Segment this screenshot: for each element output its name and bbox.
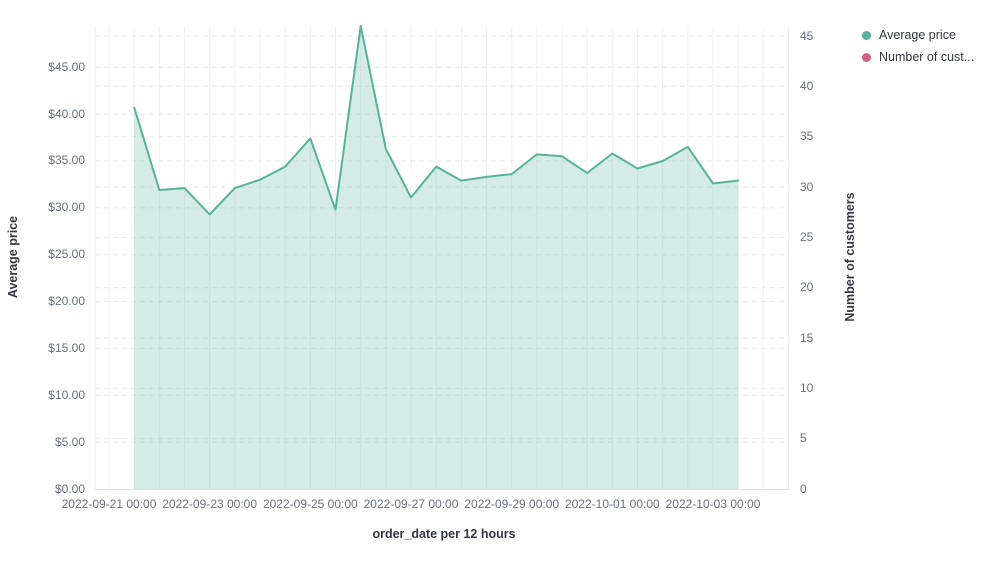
- legend-item-average-price[interactable]: Average price: [862, 24, 974, 46]
- y-axis-right-tick-label: 25: [800, 229, 814, 244]
- y-axis-right-tick-label: 35: [800, 129, 814, 144]
- y-axis-left-tick-label: $30.00: [48, 200, 85, 215]
- y-axis-left-tick-label: $35.00: [48, 153, 85, 168]
- y-axis-left-tick-label: $5.00: [54, 434, 85, 449]
- legend: Average price Number of cust...: [862, 24, 974, 68]
- y-axis-right-tick-label: 20: [800, 280, 814, 295]
- x-axis-tick-label: 2022-10-03 00:00: [665, 497, 761, 511]
- y-axis-right-tick-label: 0: [800, 481, 807, 496]
- y-axis-left-tick-label: $40.00: [48, 106, 85, 121]
- series-line[interactable]: [133, 25, 740, 216]
- legend-swatch-circle-icon: [862, 30, 871, 40]
- y-axis-right-tick-label: 5: [800, 431, 807, 446]
- y-axis-right-tick-label: 30: [800, 179, 814, 194]
- x-axis-tick-label: 2022-09-25 00:00: [262, 497, 358, 511]
- x-axis-tick-label: 2022-09-23 00:00: [162, 497, 258, 511]
- y-axis-left-tick-label: $10.00: [48, 387, 85, 402]
- legend-label: Number of cust...: [879, 50, 975, 64]
- x-axis-tick-label: 2022-09-21 00:00: [61, 497, 157, 511]
- y-axis-right-title: Number of customers: [843, 192, 857, 322]
- y-axis-right-tick-label: 45: [800, 28, 814, 43]
- y-axis-left-title: Average price: [6, 215, 20, 299]
- y-axis-left-tick-label: $15.00: [48, 340, 85, 355]
- y-axis-left-tick-label: $0.00: [54, 481, 85, 496]
- y-axis-left-tick-label: $45.00: [48, 59, 85, 74]
- x-axis-tick-label: 2022-10-01 00:00: [564, 497, 660, 511]
- legend-swatch-circle-icon: [862, 52, 871, 62]
- x-axis-tick-label: 2022-09-27 00:00: [363, 497, 459, 511]
- x-axis-tick-label: 2022-09-29 00:00: [464, 497, 560, 511]
- y-axis-left-tick-label: $20.00: [48, 294, 85, 309]
- legend-label: Average price: [879, 28, 956, 42]
- y-axis-right-tick-label: 40: [800, 78, 814, 93]
- y-axis-right-tick-label: 15: [800, 330, 814, 345]
- series-area-fill[interactable]: [134, 26, 739, 489]
- legend-item-number-of-customers[interactable]: Number of cust...: [862, 46, 974, 68]
- y-axis-left-tick-label: $25.00: [48, 247, 85, 262]
- x-axis-title: order_date per 12 hours: [372, 527, 516, 541]
- y-axis-right-tick-label: 10: [800, 380, 814, 395]
